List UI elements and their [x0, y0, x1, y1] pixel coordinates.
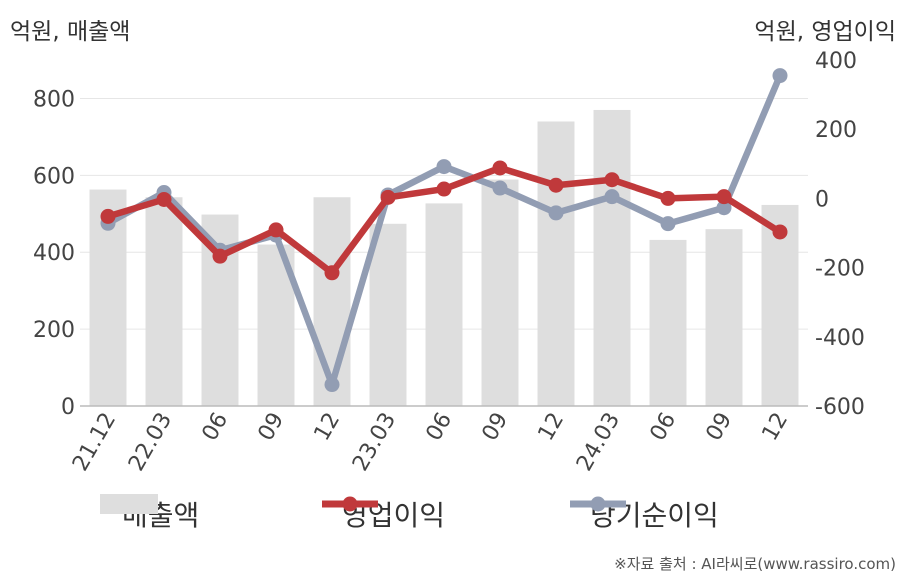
bar	[313, 197, 351, 406]
right-tick-label: 0	[815, 187, 829, 212]
bar	[145, 197, 183, 406]
left-tick-label: 200	[33, 318, 75, 343]
data-point	[156, 191, 172, 207]
data-point	[772, 68, 788, 84]
data-point	[380, 189, 396, 205]
x-tick-label: 12	[534, 409, 570, 446]
bar	[649, 239, 687, 406]
legend-swatch-bar	[100, 494, 158, 514]
left-axis-unit: 억원, 매출액	[10, 19, 131, 45]
x-tick-label: 22.03	[124, 409, 177, 476]
right-tick-label: 400	[815, 49, 857, 74]
left-tick-label: 0	[61, 395, 75, 420]
legend: 매출액 영업이익 당기순이익	[0, 492, 908, 536]
data-point	[492, 160, 508, 176]
x-tick-label: 12	[758, 409, 794, 446]
data-point	[324, 377, 340, 393]
data-point	[548, 205, 564, 221]
legend-item-sales: 매출액	[100, 492, 199, 536]
legend-swatch-line	[322, 496, 378, 512]
data-point	[660, 216, 676, 232]
data-point	[492, 180, 508, 196]
x-tick-label: 12	[310, 409, 346, 446]
bar	[369, 223, 407, 406]
left-tick-label: 600	[33, 164, 75, 189]
data-point	[604, 172, 620, 188]
x-tick-label: 24.03	[572, 409, 625, 476]
x-tick-label: 06	[198, 409, 234, 446]
right-tick-label: -200	[815, 257, 865, 282]
data-point	[212, 248, 228, 264]
combo-chart: 0 200 400 600 800 400 200 0 -200 -400 -600 21.12 22.…	[33, 49, 865, 476]
right-tick-label: -600	[815, 395, 865, 420]
x-tick-label: 09	[702, 409, 738, 446]
data-point	[604, 189, 620, 205]
legend-item-operating-profit: 영업이익	[320, 492, 445, 536]
x-tick-label: 09	[254, 409, 290, 446]
right-axis-unit: 억원, 영업이익	[754, 19, 896, 45]
x-tick-label: 06	[422, 409, 458, 446]
x-tick-label: 21.12	[68, 409, 121, 476]
data-point	[436, 181, 452, 197]
data-point	[548, 177, 564, 193]
bar	[425, 203, 463, 406]
data-point	[268, 222, 284, 238]
bar	[593, 109, 631, 406]
x-tick-label: 09	[478, 409, 514, 446]
right-tick-label: 200	[815, 118, 857, 143]
x-tick-label: 06	[646, 409, 682, 446]
bar	[705, 229, 743, 406]
source-note: ※자료 출처 : AI라씨로(www.rassiro.com)	[614, 555, 896, 573]
data-point	[324, 265, 340, 281]
left-tick-label: 800	[33, 87, 75, 112]
data-point	[772, 224, 788, 240]
data-point	[716, 189, 732, 205]
legend-item-net-income: 당기순이익	[568, 492, 719, 536]
bar	[537, 121, 575, 406]
right-tick-label: -400	[815, 326, 865, 351]
bar	[481, 179, 519, 406]
left-tick-label: 400	[33, 241, 75, 266]
data-point	[716, 200, 732, 216]
data-point	[100, 208, 116, 224]
data-point	[660, 190, 676, 206]
x-tick-label: 23.03	[348, 409, 401, 476]
legend-swatch-line	[570, 496, 626, 512]
data-point	[436, 159, 452, 175]
